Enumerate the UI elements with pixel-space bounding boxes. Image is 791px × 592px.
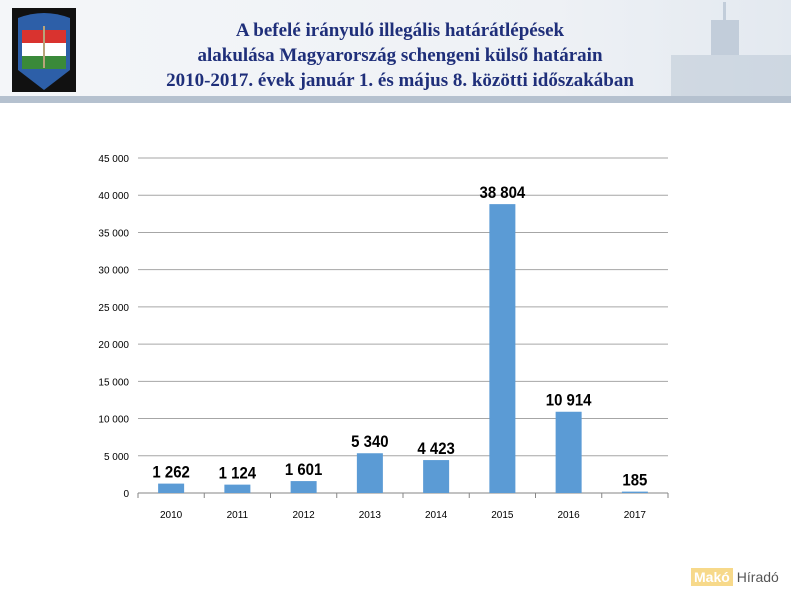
title-line-3: 2010-2017. évek január 1. és május 8. kö… (166, 70, 634, 91)
x-tick-label: 2014 (425, 510, 448, 521)
y-tick-label: 30 000 (98, 266, 129, 277)
y-tick-label: 45 000 (98, 154, 129, 165)
y-tick-label: 0 (123, 489, 129, 500)
data-label: 1 124 (219, 465, 257, 483)
police-logo (12, 8, 76, 92)
bar-2017 (621, 491, 648, 493)
y-tick-label: 15 000 (98, 377, 129, 388)
x-tick-label: 2010 (160, 510, 183, 521)
data-label: 10 914 (546, 392, 592, 410)
watermark: Makó Híradó (691, 568, 779, 586)
building-decoration (671, 2, 791, 96)
y-tick-label: 20 000 (98, 340, 129, 351)
data-label: 38 804 (480, 184, 526, 202)
header (0, 0, 791, 96)
bar-2016 (555, 411, 582, 493)
title-line-2: alakulása Magyarország schengeni külső h… (197, 45, 603, 66)
title-line-1: A befelé irányuló illegális határátlépés… (235, 20, 565, 41)
bar-2010 (158, 483, 185, 493)
x-tick-label: 2016 (558, 510, 581, 521)
bar-2011 (224, 484, 251, 493)
data-label: 185 (622, 472, 647, 490)
y-tick-label: 35 000 (98, 228, 129, 239)
header-divider (0, 96, 791, 103)
watermark-hirado: Híradó (736, 569, 779, 585)
y-tick-label: 10 000 (98, 415, 129, 426)
data-label: 5 340 (351, 433, 389, 451)
bar-2015 (489, 204, 516, 493)
y-tick-label: 40 000 (98, 191, 129, 202)
x-tick-label: 2012 (293, 510, 316, 521)
x-tick-label: 2013 (359, 510, 382, 521)
data-label: 1 262 (152, 464, 190, 482)
bar-2014 (423, 460, 450, 493)
page-title: A befelé irányuló illegális határátlépés… (100, 18, 700, 93)
data-label: 1 601 (285, 461, 323, 479)
x-tick-label: 2015 (491, 510, 514, 521)
bar-2013 (356, 453, 383, 493)
y-tick-label: 5 000 (104, 452, 129, 463)
bar-2012 (290, 481, 317, 493)
watermark-mako: Makó (691, 568, 733, 586)
y-tick-label: 25 000 (98, 303, 129, 314)
x-tick-label: 2011 (227, 510, 249, 521)
data-label: 4 423 (417, 440, 455, 458)
x-tick-label: 2017 (624, 510, 647, 521)
